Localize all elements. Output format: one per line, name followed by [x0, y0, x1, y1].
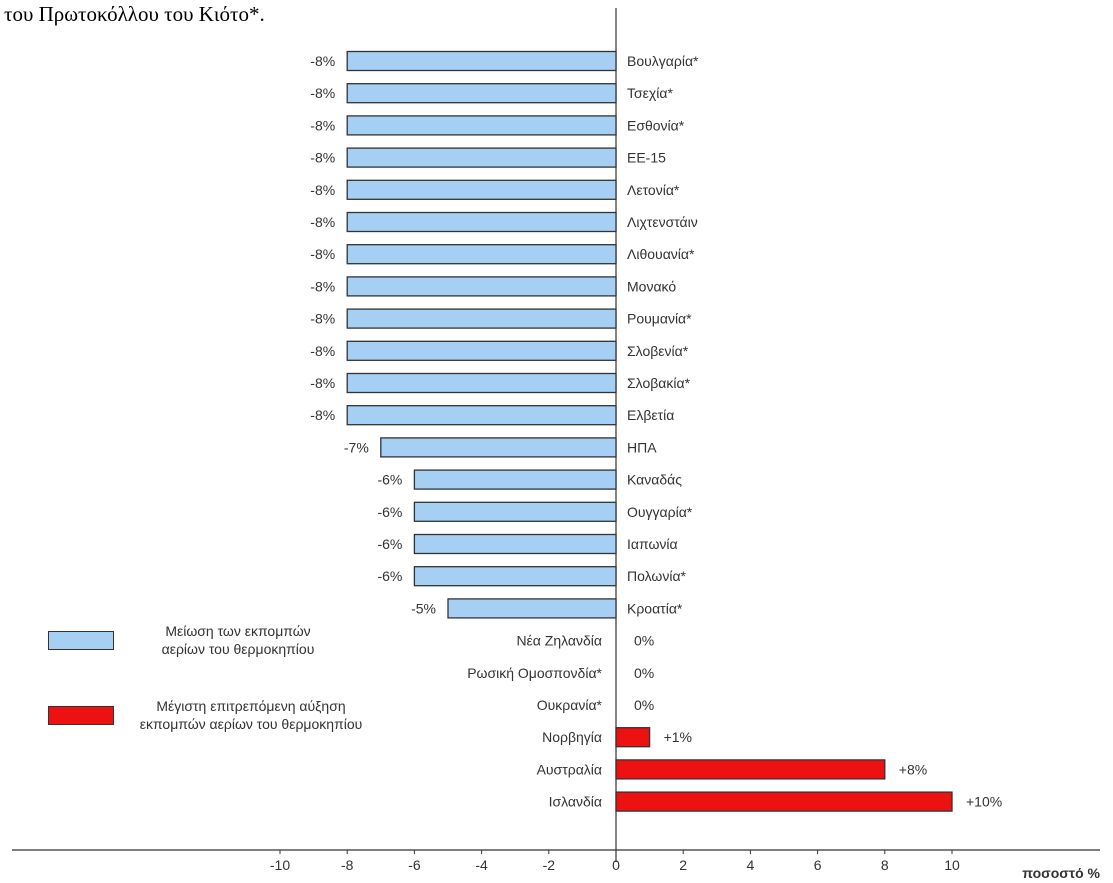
- legend-reduction-line2: αερίων του θερμοκηπίου: [161, 641, 315, 657]
- bar: [346, 276, 617, 297]
- value-label: +1%: [664, 729, 692, 745]
- x-tick-label: 2: [679, 857, 687, 873]
- bar: [447, 598, 617, 619]
- category-label: ΗΠΑ: [627, 439, 657, 455]
- value-label: -6%: [377, 536, 402, 552]
- value-label: -8%: [310, 407, 335, 423]
- bar: [346, 372, 617, 394]
- bar: [346, 308, 617, 329]
- x-tick-label: 4: [747, 857, 755, 873]
- bar: [346, 179, 617, 200]
- bar: [615, 727, 651, 748]
- value-label: -8%: [310, 375, 335, 391]
- category-label: Ισλανδία: [549, 794, 602, 810]
- bar: [413, 566, 617, 587]
- value-label: -5%: [411, 600, 436, 616]
- category-label: Κροατία*: [627, 600, 683, 616]
- bar: [346, 244, 617, 265]
- x-tick-label: 0: [612, 857, 620, 873]
- category-label: Λιχτενστάιν: [627, 214, 698, 230]
- category-label: ΕΕ-15: [627, 150, 666, 166]
- x-tick-label: -6: [408, 857, 421, 873]
- value-label: -8%: [310, 150, 335, 166]
- category-label: Σλοβενία*: [627, 343, 689, 359]
- category-label: Αυστραλία: [537, 761, 602, 777]
- bar: [380, 437, 617, 458]
- category-label: Ουκρανία*: [537, 697, 603, 713]
- category-label: Καναδάς: [627, 472, 682, 488]
- category-label: Ρουμανία*: [627, 311, 692, 327]
- x-axis-label: ποσοστό %: [1022, 865, 1100, 881]
- value-label: 0%: [634, 665, 654, 681]
- x-tick-label: -8: [341, 857, 354, 873]
- bar: [346, 211, 617, 233]
- category-label: Πολωνία*: [627, 568, 687, 584]
- value-label: -8%: [310, 214, 335, 230]
- x-tick-label: 10: [944, 857, 960, 873]
- value-label: -8%: [310, 343, 335, 359]
- value-label: -6%: [377, 504, 402, 520]
- category-label: Ιαπωνία: [627, 536, 678, 552]
- value-label: -8%: [310, 117, 335, 133]
- bar: [413, 469, 617, 490]
- value-label: -7%: [344, 439, 369, 455]
- value-label: -6%: [377, 472, 402, 488]
- value-label: -8%: [310, 246, 335, 262]
- bar: [413, 533, 617, 555]
- value-label: +10%: [966, 794, 1002, 810]
- bar: [413, 501, 617, 522]
- category-label: Ουγγαρία*: [627, 504, 693, 520]
- value-label: +8%: [899, 761, 927, 777]
- bar: [346, 405, 617, 426]
- category-label: Τσεχία*: [627, 85, 673, 101]
- bar: [615, 759, 886, 780]
- value-label: -8%: [310, 53, 335, 69]
- legend-text-increase: Μέγιστη επιτρεπόμενη αύξηση εκπομπών αερ…: [116, 697, 386, 733]
- value-label: -6%: [377, 568, 402, 584]
- bar: [615, 791, 953, 812]
- category-label: Νέα Ζηλανδία: [516, 633, 602, 649]
- legend-swatch-reduction: [48, 630, 114, 650]
- value-label: -8%: [310, 182, 335, 198]
- legend-item-increase: Μέγιστη επιτρεπόμενη αύξηση εκπομπών αερ…: [48, 697, 386, 733]
- value-label: -8%: [310, 278, 335, 294]
- value-label: -8%: [310, 85, 335, 101]
- category-label: Βουλγαρία*: [627, 53, 699, 69]
- x-tick-label: 6: [814, 857, 822, 873]
- category-label: Ρωσική Ομοσπονδία*: [467, 665, 602, 681]
- category-label: Μονακό: [627, 278, 676, 294]
- category-label: Λιθουανία*: [627, 246, 695, 262]
- legend-item-reduction: Μείωση των εκπομπών αερίων του θερμοκηπί…: [48, 622, 338, 658]
- x-tick-label: -4: [475, 857, 488, 873]
- page-heading: του Πρωτοκόλλου του Κιότο*.: [4, 2, 265, 26]
- legend-text-reduction: Μείωση των εκπομπών αερίων του θερμοκηπί…: [138, 622, 338, 658]
- category-label: Νορβηγία: [542, 729, 602, 745]
- category-label: Εσθονία*: [627, 117, 685, 133]
- x-tick-label: 8: [881, 857, 889, 873]
- x-tick-label: -10: [270, 857, 290, 873]
- legend-increase-line2: εκπομπών αερίων του θερμοκηπίου: [139, 716, 363, 732]
- category-label: Λετονία*: [627, 182, 680, 198]
- bar: [346, 83, 617, 104]
- legend-increase-line1: Μέγιστη επιτρεπόμενη αύξηση: [156, 698, 346, 714]
- value-label: -8%: [310, 311, 335, 327]
- value-label: 0%: [634, 697, 654, 713]
- x-tick-label: -2: [543, 857, 556, 873]
- bar: [346, 115, 617, 136]
- legend-reduction-line1: Μείωση των εκπομπών: [165, 623, 311, 639]
- category-label: Σλοβακία*: [627, 375, 691, 391]
- category-label: Ελβετία: [627, 407, 674, 423]
- legend-swatch-increase: [48, 705, 114, 725]
- bar: [346, 340, 617, 361]
- bar: [346, 50, 617, 72]
- value-label: 0%: [634, 633, 654, 649]
- bar: [346, 147, 617, 168]
